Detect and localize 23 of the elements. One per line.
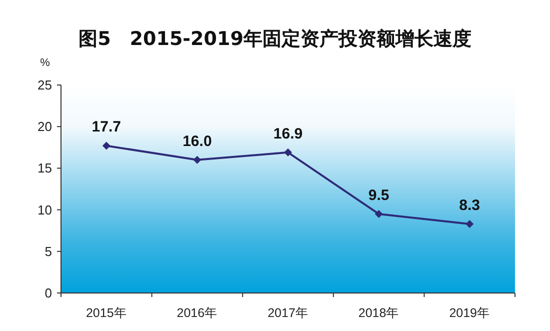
- point: [284, 148, 292, 156]
- point: [466, 220, 474, 228]
- text: 16.9: [273, 125, 303, 142]
- chart-title: 图5 2015-2019年固定资产投资额增长速度: [78, 28, 472, 50]
- y-tick-label: 5: [44, 244, 52, 259]
- point: [374, 210, 383, 218]
- text: 16.0: [182, 132, 212, 150]
- text: 9.5: [368, 186, 390, 204]
- y-tick-label: 25: [38, 78, 52, 92]
- text: 17.7: [92, 118, 121, 136]
- y-tick-label: 10: [38, 202, 52, 218]
- x-tick-label: 2016年: [176, 306, 218, 320]
- y-axis-title: %: [40, 57, 50, 69]
- y-tick-label: 20: [38, 119, 52, 134]
- y-tick-label: 15: [38, 160, 52, 176]
- y-tick-label: 0: [44, 286, 52, 300]
- x-tick-label: 2019年: [449, 306, 490, 320]
- point: [102, 142, 110, 150]
- text: 8.3: [459, 196, 480, 214]
- x-tick-label: 2015年: [86, 306, 127, 320]
- x-tick-label: 2018年: [358, 306, 400, 320]
- x-tick-label: 2017年: [268, 306, 308, 320]
- point: [193, 156, 202, 164]
